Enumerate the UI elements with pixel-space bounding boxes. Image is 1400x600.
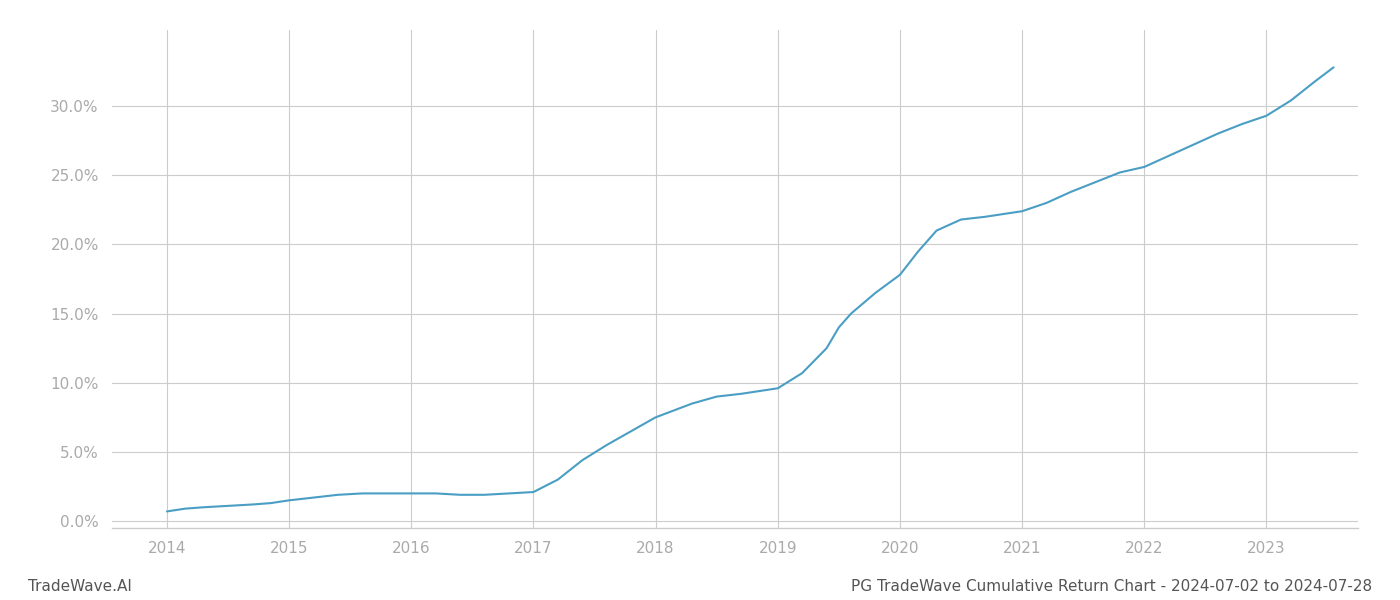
Text: TradeWave.AI: TradeWave.AI — [28, 579, 132, 594]
Text: PG TradeWave Cumulative Return Chart - 2024-07-02 to 2024-07-28: PG TradeWave Cumulative Return Chart - 2… — [851, 579, 1372, 594]
